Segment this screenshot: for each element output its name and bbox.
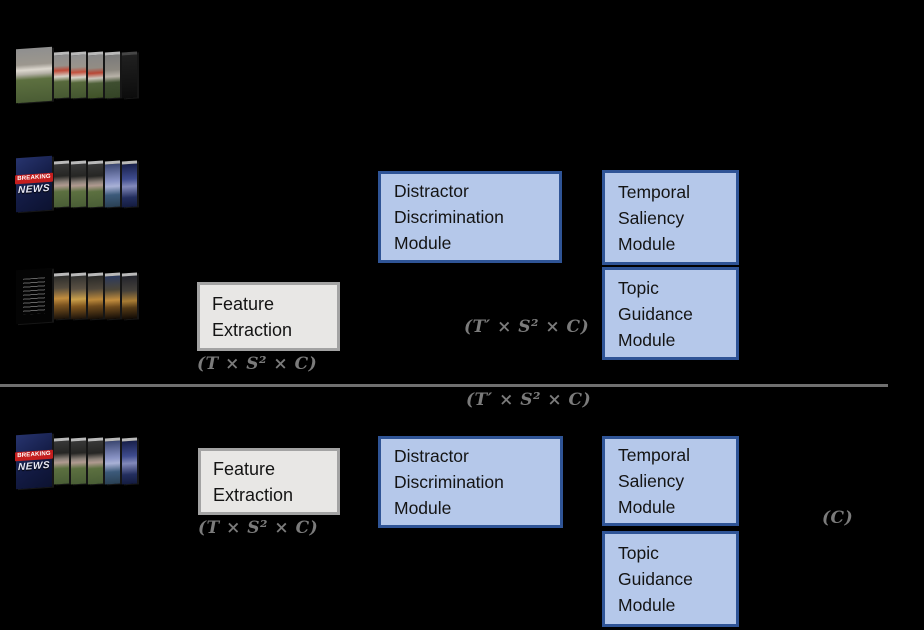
input-dims-label-bottom: (T × S² × C) [198,518,319,538]
video-frame [71,160,86,208]
video-frame [88,160,103,208]
topic-module-label: Topic Guidance Module [618,543,693,615]
video-frame-news-title: BREAKING NEWS [15,432,53,490]
video-frame [54,51,69,99]
feature-extraction-box-bottom: Feature Extraction [198,448,340,515]
topic-guidance-module-bottom: Topic Guidance Module [602,531,739,627]
video-frame [122,272,137,320]
video-stack-credits [16,267,137,325]
section-divider [0,384,888,387]
news-caption: NEWS [18,182,50,196]
video-frame [54,272,69,320]
feature-extraction-box-top: Feature Extraction [197,282,340,351]
video-frame-news-title: BREAKING NEWS [15,155,53,213]
video-frame [71,51,86,99]
topic-guidance-module-top: Topic Guidance Module [602,267,739,360]
video-stack-breaking-news-top: BREAKING NEWS [15,155,137,213]
temporal-module-label: Temporal Saliency Module [618,181,690,254]
video-frame [122,437,137,485]
video-stack-plane-crash [16,46,137,104]
video-frame [54,437,69,485]
video-frame [71,272,86,320]
credit-text-lines [23,277,45,315]
video-frame [16,46,52,104]
topic-module-label: Topic Guidance Module [618,277,693,350]
video-frame [105,437,120,485]
video-frame [105,160,120,208]
video-frame [122,160,137,208]
video-frame [71,437,86,485]
video-frame [88,51,103,99]
video-frame [88,272,103,320]
news-caption: NEWS [18,459,50,473]
final-dims-label: (C) [822,508,854,528]
temporal-module-label: Temporal Saliency Module [618,445,690,517]
video-frame [88,437,103,485]
video-stack-breaking-news-bottom: BREAKING NEWS [15,432,137,490]
video-frame [105,272,120,320]
input-dims-label-top: (T × S² × C) [197,354,318,374]
video-frame [122,51,137,99]
temporal-saliency-module-bottom: Temporal Saliency Module [602,436,739,526]
distractor-module-label: Distractor Discrimination Module [394,181,504,253]
video-frame-credits [16,267,52,325]
output-dims-label-top: (T′ × S² × C) [464,317,590,337]
feature-extraction-label: Feature Extraction [212,293,293,340]
distractor-discrimination-module-top: Distractor Discrimination Module [378,171,562,263]
feature-extraction-label: Feature Extraction [213,458,294,505]
output-dims-label-bottom: (T′ × S² × C) [466,390,592,410]
distractor-module-label: Distractor Discrimination Module [394,446,504,518]
temporal-saliency-module-top: Temporal Saliency Module [602,170,739,265]
distractor-discrimination-module-bottom: Distractor Discrimination Module [378,436,563,528]
video-frame [54,160,69,208]
video-frame [105,51,120,99]
